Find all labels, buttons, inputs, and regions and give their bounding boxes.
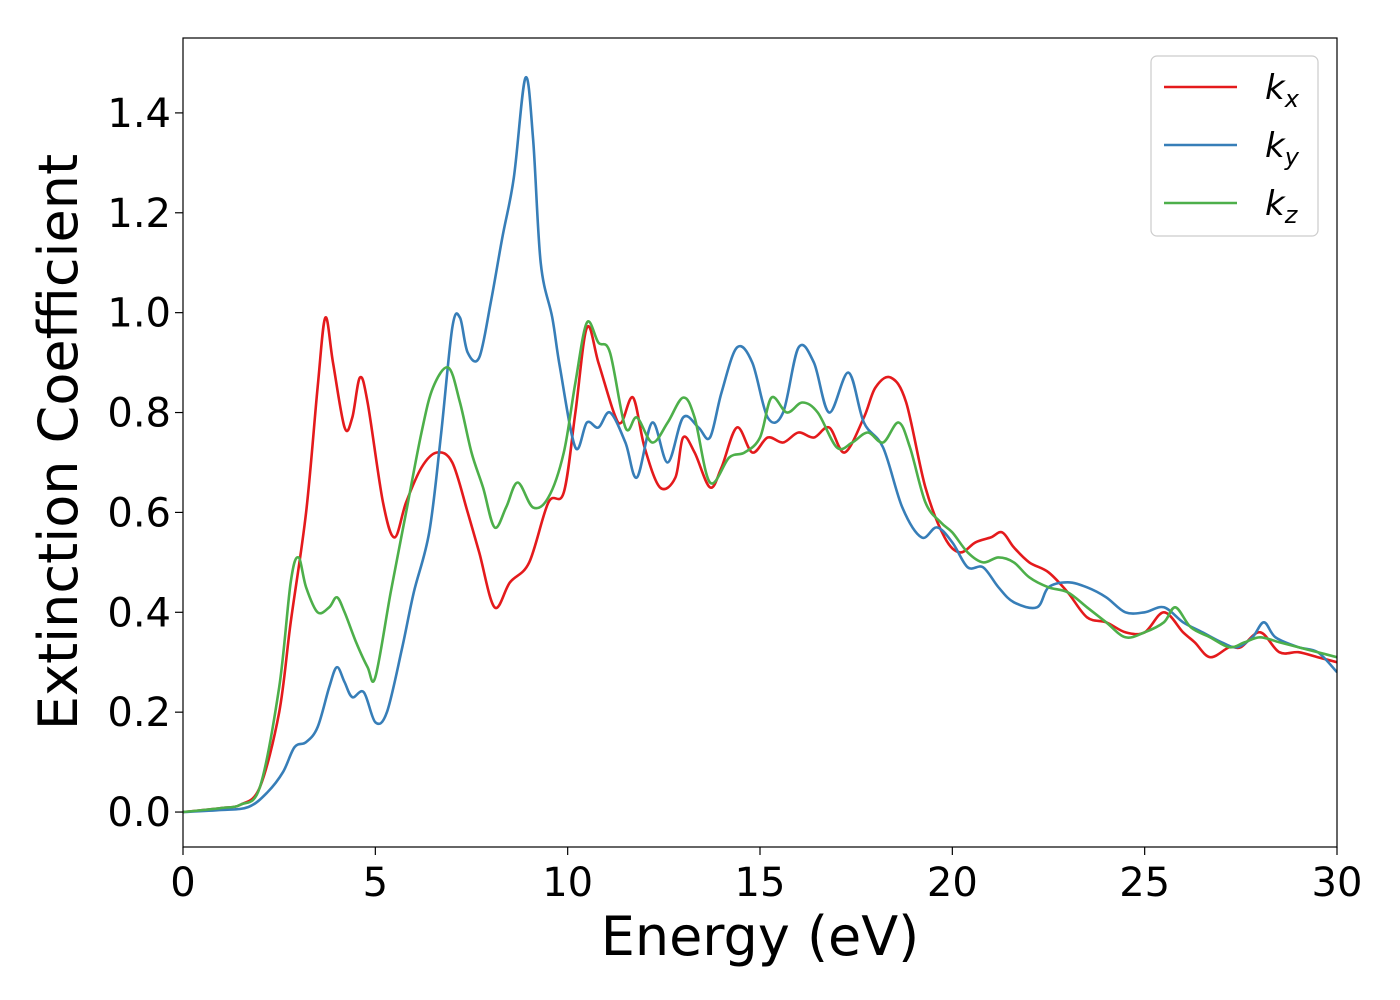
x-tick-label: 30 [1312,860,1363,906]
series-line-y [183,75,1337,814]
y-axis: 0.0 0.2 0.4 0.6 0.8 1.0 1.2 1.4 [107,91,183,836]
legend-label: ky [1265,126,1300,171]
legend-label: kz [1265,184,1299,229]
x-tick-label: 15 [735,860,786,906]
y-tick-label: 0.8 [107,391,171,437]
legend-label: kx [1265,68,1300,113]
y-tick-label: 1.4 [107,91,171,137]
x-tick-label: 10 [542,860,593,906]
y-tick-label: 0.0 [107,790,171,836]
x-tick-label: 0 [170,860,195,906]
y-axis-title: Extinction Coefficient [27,154,90,730]
x-tick-label: 5 [363,860,388,906]
plot-background [183,38,1337,847]
legend: kx ky kz [1150,55,1319,237]
y-tick-label: 1.2 [107,191,171,237]
series-line-z [183,320,1337,814]
y-tick-label: 0.2 [107,690,171,736]
series-layer [183,75,1337,814]
y-tick-label: 0.6 [107,490,171,536]
x-tick-label: 25 [1119,860,1170,906]
x-axis-title: Energy (eV) [601,905,920,968]
x-axis: 0 5 10 15 20 25 30 [170,847,1362,906]
y-tick-label: 0.4 [107,590,171,636]
x-tick-label: 20 [927,860,978,906]
y-tick-label: 1.0 [107,291,171,337]
